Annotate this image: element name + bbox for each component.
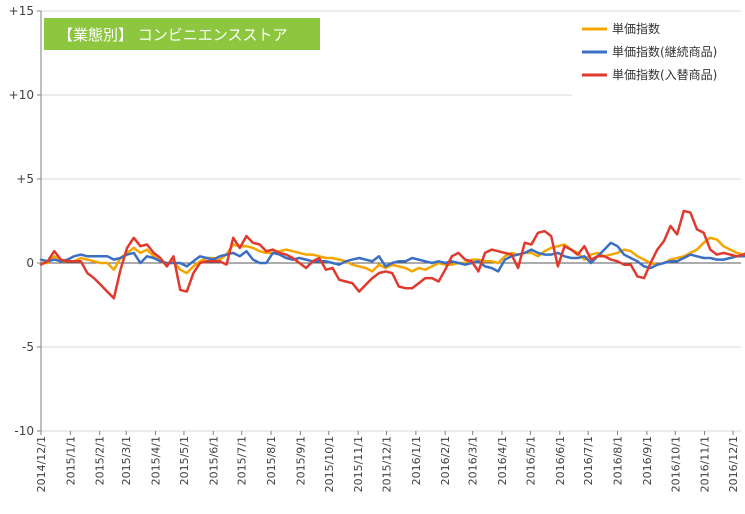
y-axis: +15 +10 +5 0 -5 -10 — [9, 4, 42, 438]
x-tick-label: 2016/2/1 — [439, 436, 452, 485]
y-tick-label: +10 — [9, 88, 34, 102]
x-tick-label: 2016/5/1 — [524, 436, 537, 485]
x-tick-label: 2015/3/1 — [120, 436, 133, 485]
x-axis: 2014/12/1 2015/1/1 2015/2/1 2015/3/1 2015/4/… — [35, 431, 740, 492]
x-tick-label: 2016/6/1 — [554, 436, 567, 485]
legend-label: 単価指数(入替商品) — [612, 67, 717, 82]
x-tick-label: 2016/10/1 — [669, 436, 682, 492]
x-tick-label: 2016/8/1 — [612, 436, 625, 485]
legend-label: 単価指数(継続商品) — [612, 44, 717, 59]
x-tick-label: 2016/3/1 — [467, 436, 480, 485]
y-tick-label: +15 — [9, 4, 34, 18]
series-lines — [39, 209, 745, 300]
x-tick-label: 2015/12/1 — [381, 436, 394, 492]
x-tick-label: 2015/5/1 — [178, 436, 191, 485]
x-tick-label: 2016/7/1 — [582, 436, 595, 485]
y-tick-label: -5 — [22, 340, 34, 354]
gridlines — [41, 10, 741, 432]
x-tick-label: 2016/9/1 — [641, 436, 654, 485]
y-tick-label: -10 — [14, 424, 34, 438]
chart-title: 【業態別】 コンビニエンスストア — [58, 26, 287, 44]
x-tick-label: 2016/1/1 — [410, 436, 423, 485]
x-tick-label: 2015/4/1 — [150, 436, 163, 485]
x-tick-label: 2015/11/1 — [352, 436, 365, 492]
chart-title-box — [44, 18, 320, 50]
x-tick-label: 2015/2/1 — [94, 436, 107, 485]
series-line-2 — [39, 241, 745, 273]
x-tick-label: 2015/8/1 — [265, 436, 278, 485]
x-tick-label: 2016/4/1 — [496, 436, 509, 485]
series-line-3 — [39, 209, 745, 300]
x-tick-label: 2016/11/1 — [699, 436, 712, 492]
legend-label: 単価指数 — [612, 21, 660, 36]
x-tick-label: 2015/10/1 — [323, 436, 336, 492]
x-tick-label: 2015/9/1 — [294, 436, 307, 485]
x-tick-label: 2015/1/1 — [64, 436, 77, 485]
x-tick-label: 2015/7/1 — [236, 436, 249, 485]
y-tick-label: +5 — [16, 172, 34, 186]
x-tick-label: 2016/12/1 — [727, 436, 740, 492]
y-tick-label: 0 — [26, 256, 34, 270]
x-tick-label: 2015/6/1 — [207, 436, 220, 485]
x-tick-label: 2014/12/1 — [35, 436, 48, 492]
